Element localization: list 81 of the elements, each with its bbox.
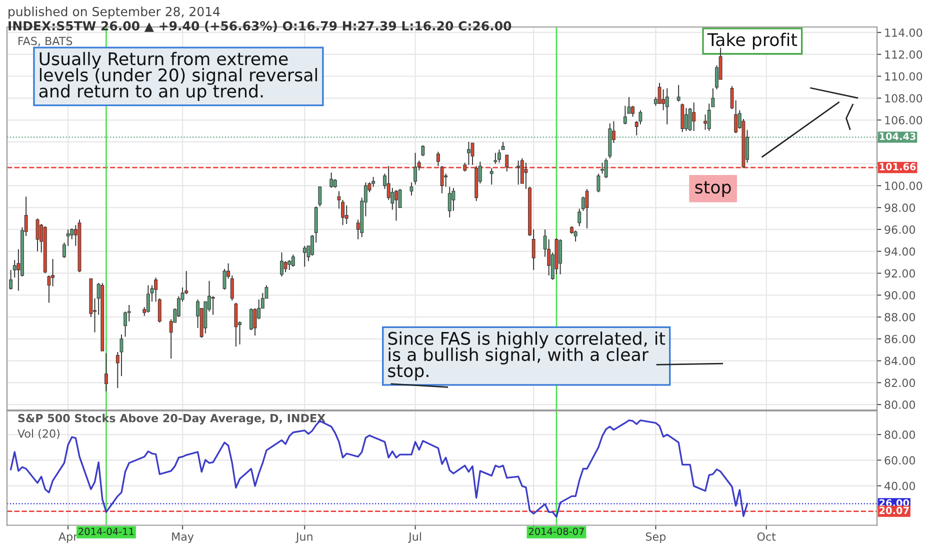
ref-line-label: 20.07: [880, 506, 909, 514]
candlestick: [558, 238, 562, 275]
candlestick: [494, 152, 498, 164]
candlestick: [394, 190, 398, 222]
candlestick: [596, 173, 600, 193]
candlestick: [704, 114, 708, 130]
ref-line-label: 101.66: [880, 162, 916, 170]
candlestick: [234, 302, 238, 348]
x-tick-label: Jul: [408, 532, 421, 543]
ref-line-label: 2014-04-11: [78, 528, 134, 536]
y-tick-label: 106.00: [885, 116, 922, 124]
annotation: Since FAS is highly correlated, it is a bullish signal, with a clear stop.: [388, 332, 666, 381]
y-tick-label: 114.00: [885, 28, 922, 37]
y-tick-label: 96.00: [884, 225, 916, 234]
candlestick: [440, 166, 444, 194]
y-tick-label: 90.00: [884, 291, 916, 300]
y-tick-label: 80.00: [884, 400, 916, 409]
text: published on September 28, 2014: [8, 6, 220, 19]
candlestick: [600, 162, 604, 174]
y-tick-label: 60.00: [884, 456, 916, 465]
candlestick: [410, 182, 414, 196]
y-tick-label: 82.00: [884, 378, 916, 388]
candlestick: [631, 105, 635, 118]
candlestick: [36, 218, 40, 252]
candlestick: [291, 254, 295, 268]
candlestick: [692, 102, 696, 132]
y-tick-label: 80.00: [884, 430, 916, 439]
candlestick: [448, 186, 452, 218]
y-tick-label: 84.00: [884, 356, 916, 366]
candlestick: [516, 160, 520, 186]
candlestick: [47, 274, 51, 304]
text: Vol (20): [18, 429, 60, 440]
y-tick-label: 86.00: [884, 334, 916, 344]
candlestick: [662, 88, 666, 111]
candlestick: [676, 84, 680, 102]
y-tick-label: 98.00: [884, 204, 916, 212]
candlestick: [436, 151, 440, 166]
candlestick: [498, 149, 501, 164]
candlestick: [421, 144, 425, 157]
y-tick-label: 94.00: [884, 247, 916, 256]
candlestick: [302, 245, 306, 268]
x-tick-label: Apr: [58, 532, 78, 543]
candlestick: [211, 296, 215, 316]
candlestick: [684, 108, 688, 132]
x-tick-label: Oct: [757, 532, 776, 541]
text: FAS, BATS: [18, 36, 72, 46]
annotation: Usually Return from extreme levels (under 20) signal reversal and return to an up trend.: [39, 52, 317, 101]
y-tick-label: 110.00: [885, 72, 922, 81]
candlestick: [230, 274, 234, 302]
ref-line-label: 104.43: [880, 132, 916, 140]
candlestick: [623, 105, 627, 125]
x-tick-label: May: [172, 532, 194, 543]
y-tick-label: 108.00: [885, 94, 922, 103]
candlestick: [398, 188, 402, 208]
candlestick: [574, 230, 578, 242]
candlestick: [104, 352, 108, 392]
candlestick: [604, 158, 608, 179]
y-tick-label: 88.00: [884, 312, 916, 322]
y-tick-label: 92.00: [884, 269, 916, 278]
candlestick: [470, 142, 474, 166]
candlestick: [318, 186, 322, 207]
candlestick: [280, 252, 284, 277]
x-tick-label: Jun: [295, 532, 312, 543]
x-tick-label: Sep: [646, 532, 666, 543]
y-tick-label: 40.00: [884, 482, 916, 490]
candlestick: [9, 269, 13, 290]
candlestick: [585, 188, 589, 229]
candlestick: [288, 260, 292, 270]
y-tick-label: 100.00: [885, 182, 922, 190]
y-tick-label: 112.00: [885, 50, 922, 59]
candlestick: [505, 154, 509, 172]
candlestick: [146, 284, 150, 314]
ref-line-label: 2014-08-07: [528, 528, 584, 536]
annotation: INDEX:S5TW 26.00 ▲ +9.40 (+56.63%) O:16.79 H:27.39 L:16.20 C:26.00: [8, 20, 512, 32]
annotation: Take profit: [707, 32, 798, 50]
candlestick: [665, 88, 669, 125]
candlestick: [330, 172, 334, 188]
candlestick: [490, 168, 494, 186]
candlestick: [284, 260, 288, 273]
candlestick: [414, 152, 417, 186]
annotation: stop: [695, 181, 731, 198]
